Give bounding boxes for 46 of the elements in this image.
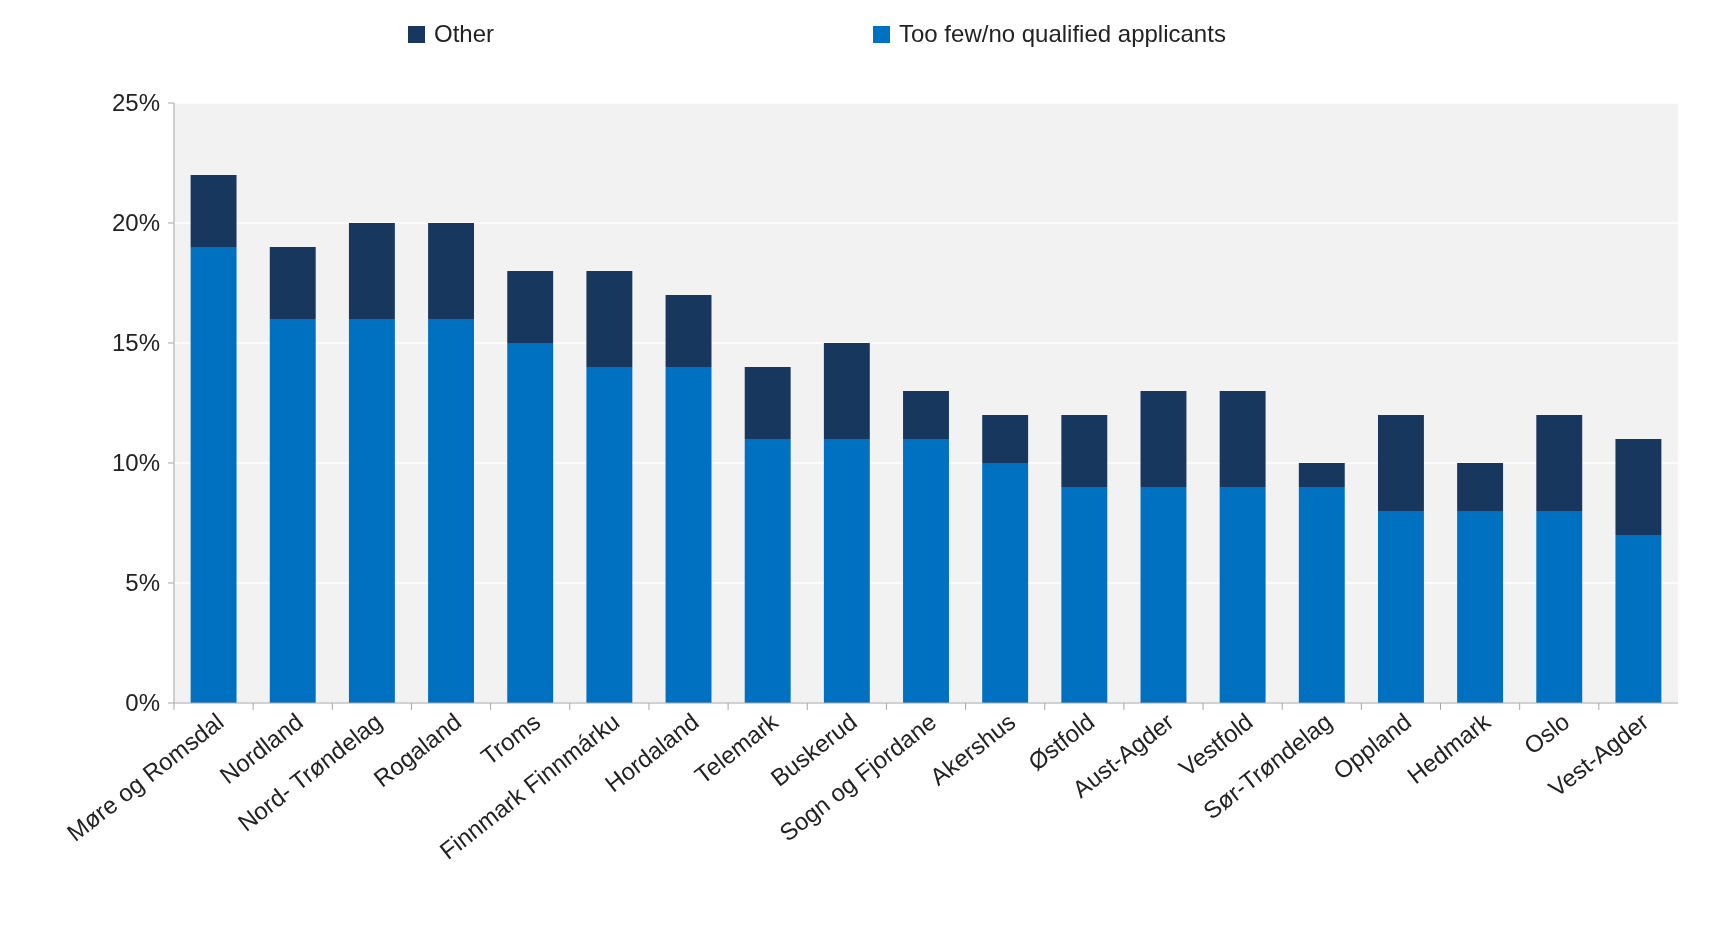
bar xyxy=(1536,511,1583,703)
bar xyxy=(1298,463,1345,487)
bar xyxy=(1140,487,1187,703)
bar xyxy=(428,223,475,319)
bar xyxy=(507,271,554,343)
bar xyxy=(1140,391,1187,487)
bar xyxy=(1377,511,1424,703)
bar xyxy=(665,367,712,703)
y-tick-label: 10% xyxy=(111,449,160,477)
y-tick-label: 5% xyxy=(125,569,160,597)
bar xyxy=(190,247,237,703)
bar xyxy=(269,319,316,703)
bar xyxy=(1298,487,1345,703)
bar xyxy=(507,343,554,703)
bar xyxy=(586,271,633,367)
bar xyxy=(190,175,237,247)
bar xyxy=(348,223,395,319)
bar xyxy=(665,295,712,367)
bar xyxy=(1457,511,1504,703)
legend-label: Other xyxy=(434,20,495,48)
bar xyxy=(823,439,870,703)
bar xyxy=(1615,535,1662,703)
bar xyxy=(1615,439,1662,535)
bar xyxy=(1061,415,1108,487)
y-tick-label: 20% xyxy=(111,209,160,237)
bar xyxy=(586,367,633,703)
bar xyxy=(1061,487,1108,703)
bar xyxy=(1377,415,1424,511)
y-tick-label: 15% xyxy=(111,329,160,357)
bar xyxy=(982,415,1029,463)
legend-label: Too few/no qualified applicants xyxy=(899,20,1226,48)
y-tick-label: 0% xyxy=(125,689,160,717)
bar xyxy=(1219,487,1266,703)
bar xyxy=(744,439,791,703)
y-tick-label: 25% xyxy=(111,89,160,117)
bar xyxy=(903,391,949,439)
bar xyxy=(348,319,395,703)
bar xyxy=(744,367,791,439)
bar xyxy=(903,439,949,703)
bar xyxy=(982,463,1029,703)
bar xyxy=(428,319,475,703)
bar xyxy=(269,247,316,319)
bar xyxy=(1536,415,1583,511)
bar xyxy=(1457,463,1504,511)
bar xyxy=(1219,391,1266,487)
bar xyxy=(823,343,870,439)
